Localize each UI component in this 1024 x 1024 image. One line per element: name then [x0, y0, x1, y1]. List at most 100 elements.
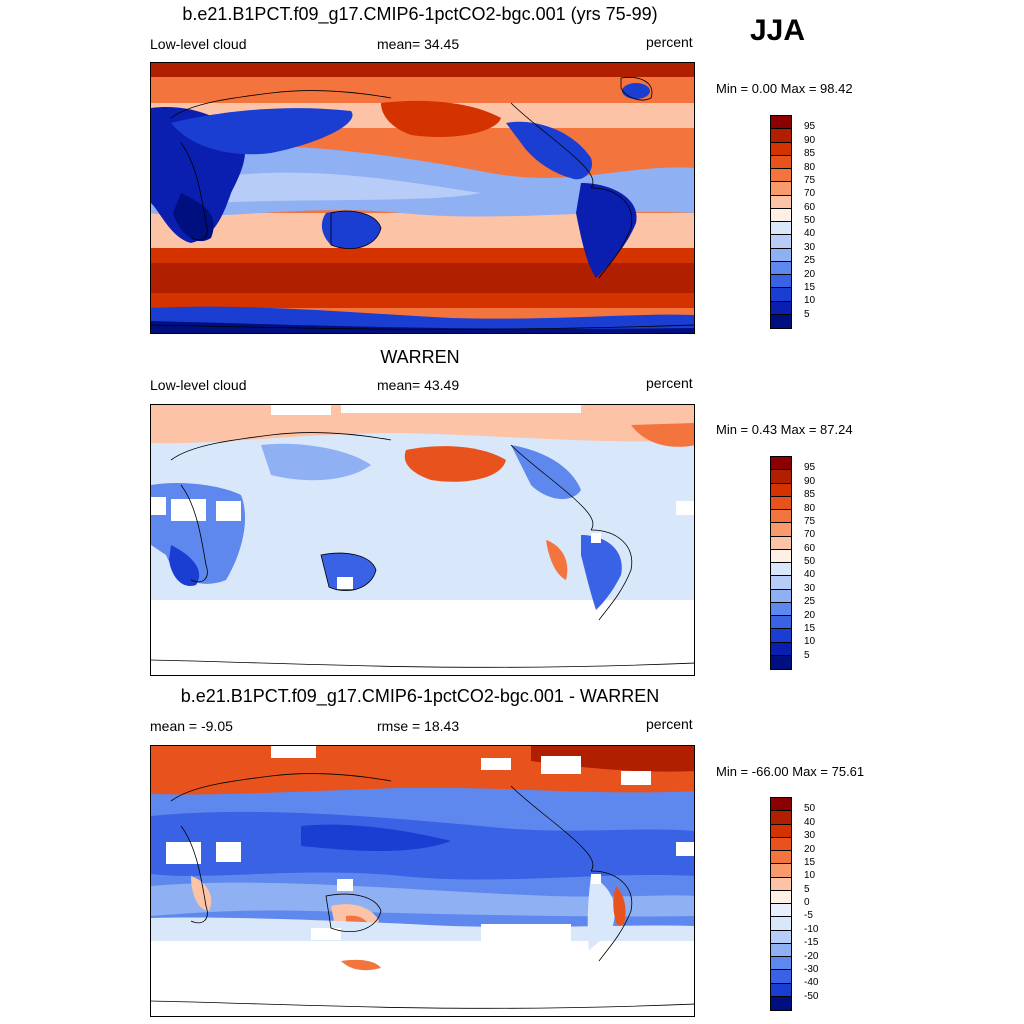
colorbar-swatch	[771, 314, 791, 328]
colorbar-swatch	[771, 261, 791, 275]
colorbar-swatch	[771, 549, 791, 563]
colorbar-tick-label: 15	[804, 622, 816, 634]
colorbar-swatch	[771, 642, 791, 656]
colorbar-tick-label: 50	[804, 215, 816, 226]
colorbar-tick-label: 25	[804, 596, 816, 608]
colorbar-tick-label: 85	[804, 148, 816, 160]
colorbar-tick-label: 10	[804, 870, 816, 882]
colorbar-tick-label: 90	[804, 134, 816, 146]
panel-3-minmax: Min = -66.00 Max = 75.61	[716, 764, 865, 779]
panel-1-units-label: percent	[646, 34, 693, 50]
colorbar-swatch	[771, 129, 791, 143]
colorbar-tick-label: 75	[804, 515, 816, 527]
panel-3-rmse-label: rmse = 18.43	[377, 718, 460, 734]
colorbar-swatch	[771, 616, 791, 630]
colorbar-swatch	[771, 970, 791, 984]
panel-2-minmax: Min = 0.43 Max = 87.24	[716, 422, 853, 437]
colorbar-tick-label: 5	[804, 649, 810, 661]
colorbar-swatch	[771, 457, 791, 471]
colorbar-swatch	[771, 996, 791, 1010]
colorbar-swatch	[771, 890, 791, 904]
colorbar-tick-label: 20	[804, 609, 816, 621]
colorbar-tick-label: 90	[804, 475, 816, 487]
colorbar-tick-label: 60	[804, 542, 816, 554]
season-label: JJA	[750, 14, 806, 47]
colorbar-swatch	[771, 142, 791, 156]
panel-1-title: b.e21.B1PCT.f09_g17.CMIP6-1pctCO2-bgc.00…	[182, 4, 658, 24]
colorbar-swatch	[771, 288, 791, 302]
colorbar-swatch	[771, 957, 791, 971]
colorbar-swatch	[771, 798, 791, 812]
colorbar-swatch	[771, 983, 791, 997]
colorbar-tick-label: -10	[804, 923, 819, 935]
colorbar-swatch	[771, 275, 791, 289]
colorbar-tick-label: 70	[804, 529, 816, 541]
colorbar-swatch	[771, 470, 791, 484]
colorbar-tick-label: 50	[804, 803, 816, 815]
panel-2-colorbar	[770, 456, 792, 670]
colorbar-swatch	[771, 169, 791, 183]
colorbar-swatch	[771, 155, 791, 169]
colorbar-swatch	[771, 943, 791, 957]
colorbar-tick-label: -20	[804, 950, 819, 962]
colorbar-tick-label: 20	[804, 843, 816, 855]
colorbar-swatch	[771, 182, 791, 196]
colorbar-swatch	[771, 510, 791, 524]
colorbar-tick-label: 10	[804, 636, 816, 648]
colorbar-tick-label: 85	[804, 489, 816, 501]
colorbar-tick-label: 40	[804, 228, 816, 240]
colorbar-tick-label: 50	[804, 556, 816, 567]
panel-1-map	[150, 62, 695, 334]
colorbar-swatch	[771, 195, 791, 209]
colorbar-tick-label: 40	[804, 816, 816, 828]
panel-3-units-label: percent	[646, 716, 693, 732]
colorbar-tick-label: 30	[804, 582, 816, 594]
colorbar-swatch	[771, 602, 791, 616]
colorbar-tick-label: 30	[804, 830, 816, 842]
panel-2-units-label: percent	[646, 375, 693, 391]
colorbar-swatch	[771, 629, 791, 643]
colorbar-tick-label: 5	[804, 883, 810, 895]
panel-1-colorbar	[770, 115, 792, 329]
panel-2-map	[150, 404, 695, 676]
colorbar-tick-label: 95	[804, 121, 816, 133]
colorbar-tick-label: 10	[804, 295, 816, 307]
colorbar-swatch	[771, 208, 791, 222]
colorbar-tick-label: 80	[804, 502, 816, 514]
colorbar-swatch	[771, 563, 791, 577]
colorbar-swatch	[771, 851, 791, 865]
colorbar-swatch	[771, 222, 791, 236]
panel-1-variable-label: Low-level cloud	[150, 36, 247, 52]
colorbar-tick-label: 15	[804, 856, 816, 868]
colorbar-swatch	[771, 483, 791, 497]
panel-1-mean-label: mean= 34.45	[377, 36, 460, 52]
colorbar-tick-label: 5	[804, 308, 810, 320]
colorbar-swatch	[771, 824, 791, 838]
panel-2-mean-label: mean= 43.49	[377, 377, 460, 393]
colorbar-swatch	[771, 877, 791, 891]
colorbar-tick-label: -50	[804, 990, 819, 1002]
colorbar-tick-label: -5	[804, 910, 813, 922]
panel-2-title: WARREN	[380, 347, 460, 367]
colorbar-tick-label: 20	[804, 268, 816, 280]
panel-3-title: b.e21.B1PCT.f09_g17.CMIP6-1pctCO2-bgc.00…	[180, 686, 660, 706]
colorbar-tick-label: 80	[804, 161, 816, 173]
panel-2-variable-label: Low-level cloud	[150, 377, 247, 393]
colorbar-tick-label: 75	[804, 174, 816, 186]
colorbar-swatch	[771, 576, 791, 590]
colorbar-tick-label: 60	[804, 201, 816, 213]
colorbar-swatch	[771, 536, 791, 550]
colorbar-swatch	[771, 523, 791, 537]
colorbar-swatch	[771, 496, 791, 510]
colorbar-tick-label: 30	[804, 241, 816, 253]
colorbar-tick-label: 0	[804, 897, 810, 908]
colorbar-swatch	[771, 864, 791, 878]
colorbar-swatch	[771, 917, 791, 931]
colorbar-swatch	[771, 930, 791, 944]
colorbar-tick-label: 15	[804, 281, 816, 293]
colorbar-tick-label: 40	[804, 569, 816, 581]
colorbar-tick-label: -40	[804, 977, 819, 989]
colorbar-tick-label: 70	[804, 188, 816, 200]
colorbar-tick-label: 25	[804, 255, 816, 267]
panel-3-map	[150, 745, 695, 1017]
